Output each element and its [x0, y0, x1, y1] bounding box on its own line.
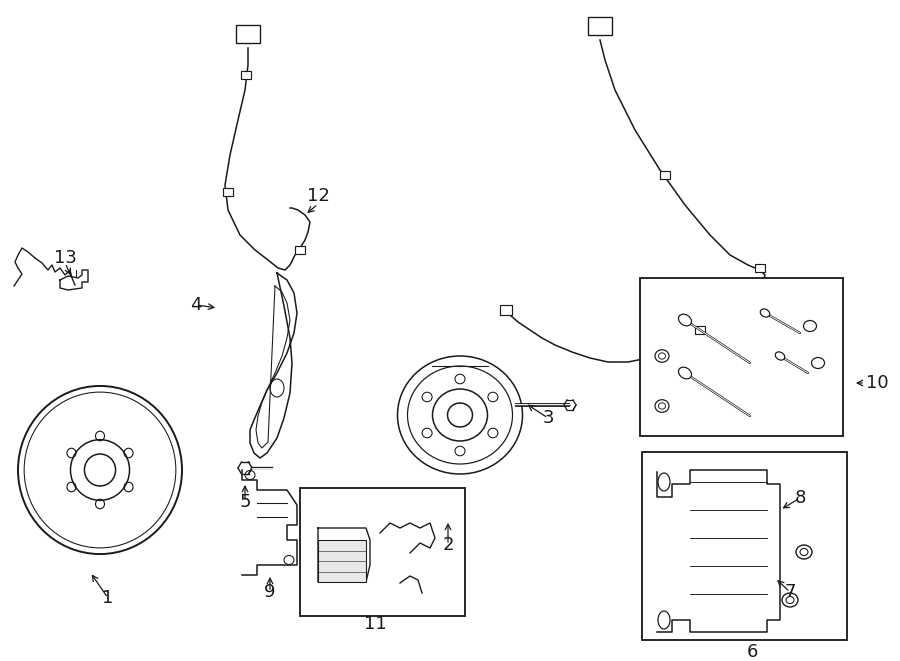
Ellipse shape — [782, 593, 798, 607]
Ellipse shape — [804, 321, 816, 332]
Text: 11: 11 — [364, 615, 386, 633]
Bar — [755, 264, 765, 272]
Text: 10: 10 — [866, 374, 888, 392]
Bar — [300, 488, 465, 616]
Ellipse shape — [796, 545, 812, 559]
Ellipse shape — [679, 367, 691, 379]
Ellipse shape — [679, 314, 691, 326]
Ellipse shape — [658, 611, 670, 629]
Bar — [241, 71, 251, 79]
Bar — [695, 326, 705, 334]
Text: 8: 8 — [795, 489, 806, 507]
Ellipse shape — [775, 352, 785, 360]
Ellipse shape — [659, 403, 665, 409]
Ellipse shape — [812, 358, 824, 368]
Text: 4: 4 — [190, 296, 202, 314]
Text: 3: 3 — [542, 409, 554, 427]
Ellipse shape — [447, 403, 473, 427]
Bar — [588, 17, 612, 35]
Ellipse shape — [760, 309, 770, 317]
Text: 7: 7 — [784, 583, 796, 601]
Bar — [318, 540, 366, 582]
Text: 6: 6 — [746, 643, 758, 661]
Text: 13: 13 — [54, 249, 76, 267]
Bar — [640, 278, 843, 436]
Ellipse shape — [408, 366, 512, 464]
Text: 1: 1 — [103, 589, 113, 607]
Ellipse shape — [488, 392, 498, 402]
Text: 9: 9 — [265, 583, 275, 601]
Ellipse shape — [455, 374, 465, 384]
Bar — [500, 305, 512, 315]
Bar — [223, 188, 233, 196]
Bar — [295, 246, 305, 254]
Ellipse shape — [655, 400, 669, 412]
Ellipse shape — [488, 428, 498, 438]
Ellipse shape — [658, 473, 670, 491]
Text: 2: 2 — [442, 536, 454, 554]
Ellipse shape — [422, 428, 432, 438]
Ellipse shape — [655, 350, 669, 362]
Ellipse shape — [422, 392, 432, 402]
Ellipse shape — [433, 389, 488, 441]
Ellipse shape — [659, 353, 665, 359]
Ellipse shape — [800, 549, 808, 555]
Text: 5: 5 — [239, 493, 251, 511]
Bar — [642, 452, 847, 640]
Ellipse shape — [786, 596, 794, 603]
Ellipse shape — [398, 356, 523, 474]
Bar — [236, 25, 260, 43]
Bar — [660, 171, 670, 179]
Ellipse shape — [455, 446, 465, 455]
Text: 12: 12 — [307, 187, 329, 205]
